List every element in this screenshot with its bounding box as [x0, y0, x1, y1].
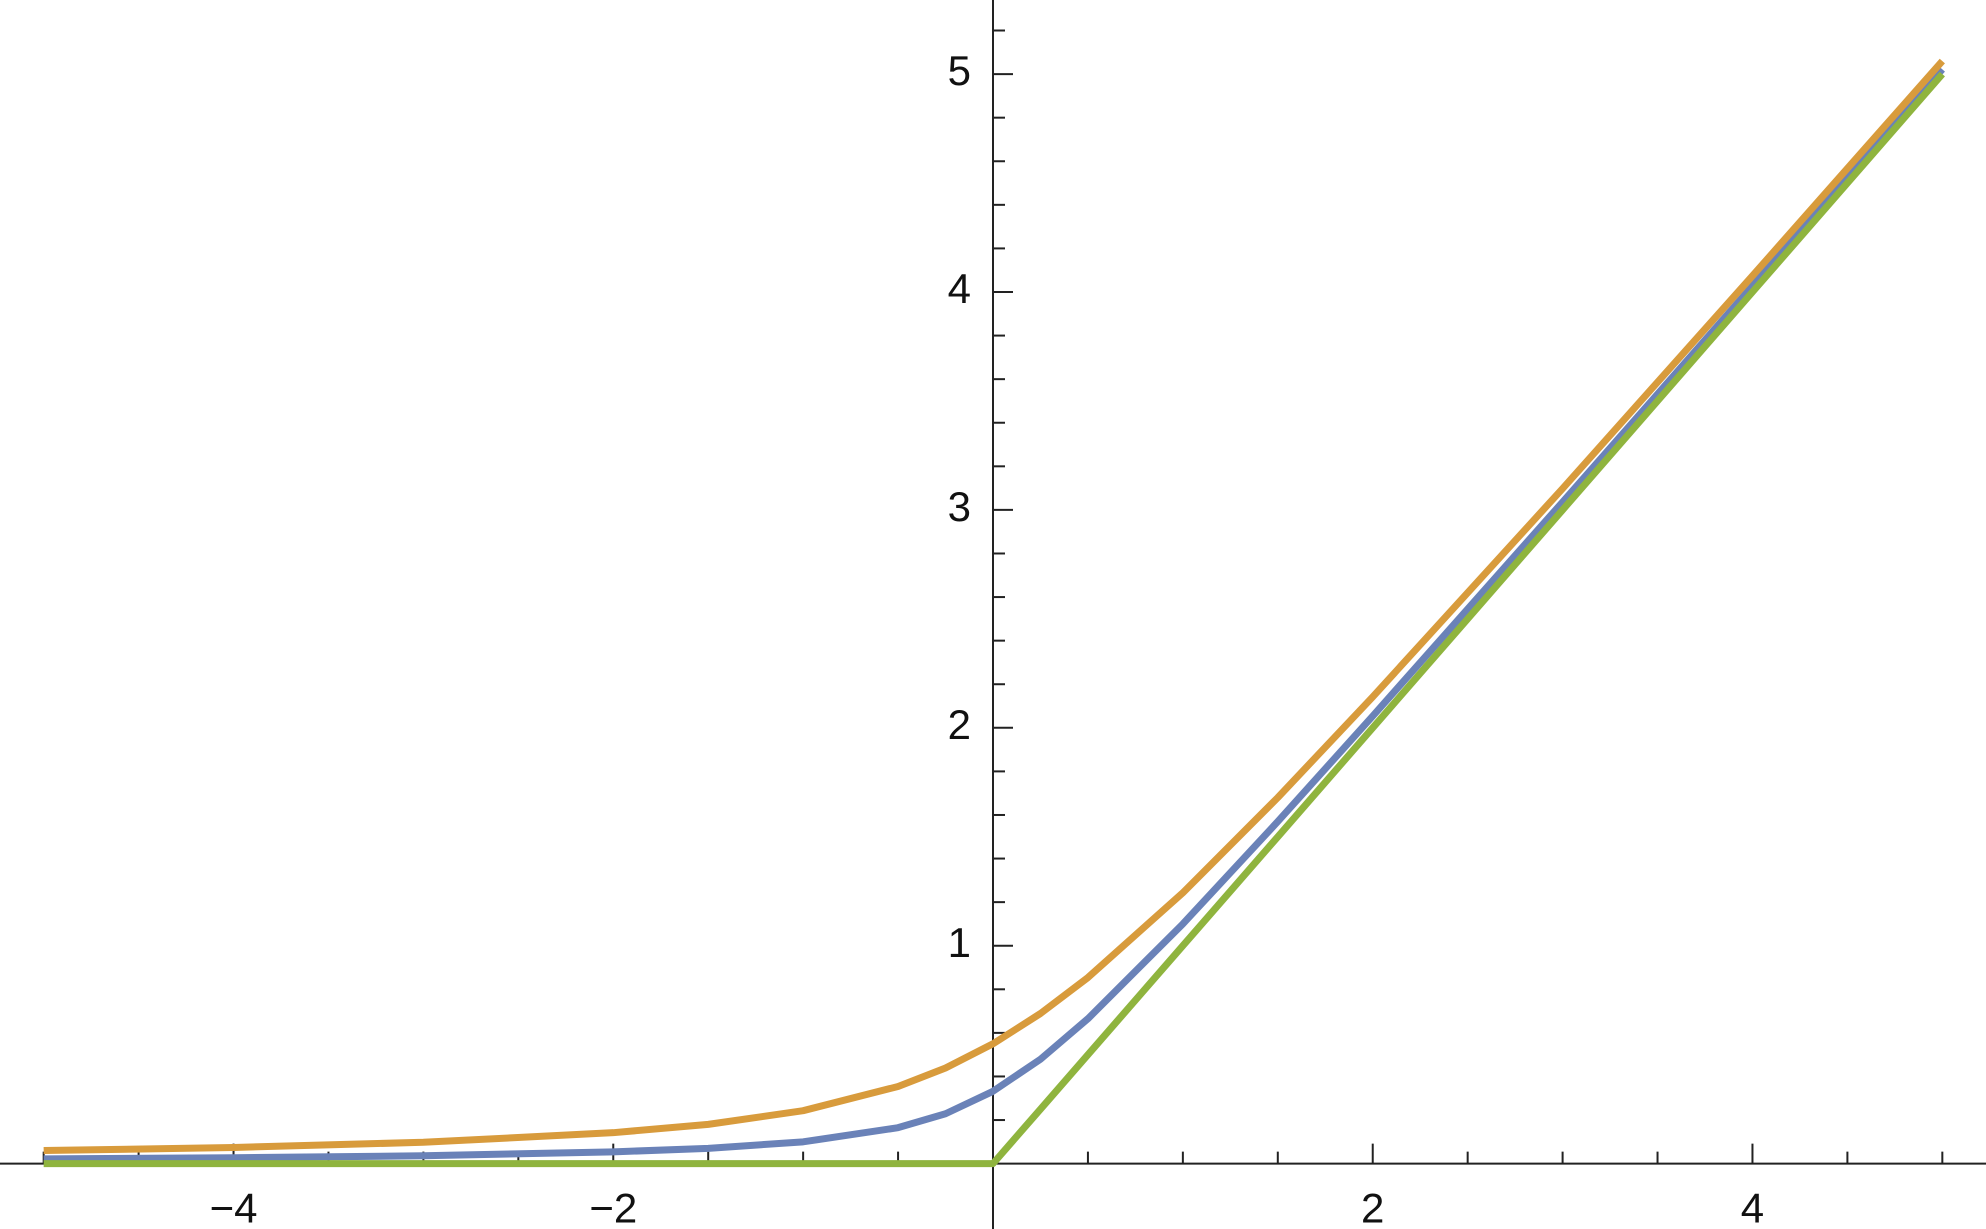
y-tick-label: 2 — [948, 701, 971, 748]
y-tick-label: 5 — [948, 47, 971, 94]
x-tick-label: 4 — [1741, 1185, 1764, 1229]
series-line — [43, 66, 1945, 1163]
x-tick-label: −4 — [210, 1185, 258, 1229]
x-tick-label: 2 — [1361, 1185, 1384, 1229]
y-tick-label: 3 — [948, 483, 971, 530]
y-tick-label: 4 — [948, 265, 971, 312]
series-line — [43, 71, 1945, 1168]
y-tick-label: 1 — [948, 919, 971, 966]
x-tick-label: −2 — [589, 1185, 637, 1229]
series-line — [43, 58, 1945, 1155]
